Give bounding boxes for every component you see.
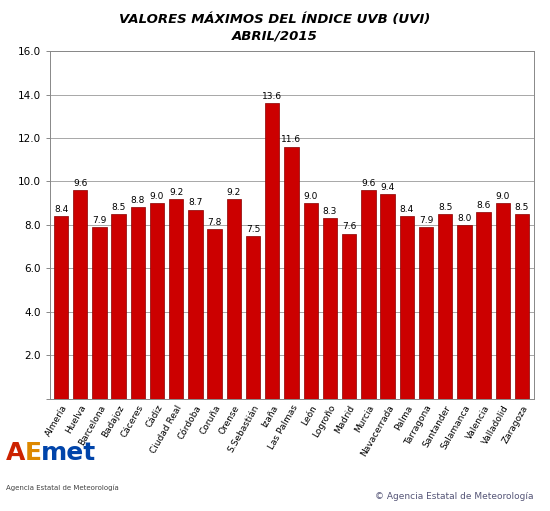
Bar (131, 207, 145, 399)
Bar (169, 199, 184, 399)
Text: 7.5: 7.5 (246, 224, 260, 234)
Bar (73, 190, 87, 399)
Bar (112, 214, 126, 399)
Text: VALORES MÁXIMOS DEL ÍNDICE UVB (UVI)
ABRIL/2015: VALORES MÁXIMOS DEL ÍNDICE UVB (UVI) ABR… (119, 13, 431, 43)
Text: 9.2: 9.2 (227, 188, 241, 197)
Bar (496, 203, 510, 399)
Text: 7.9: 7.9 (92, 216, 107, 225)
Text: 9.2: 9.2 (169, 188, 183, 197)
Bar (54, 216, 68, 399)
Text: 13.6: 13.6 (262, 92, 282, 101)
Text: 8.6: 8.6 (476, 201, 491, 210)
Bar (227, 199, 241, 399)
Bar (188, 210, 202, 399)
Text: 9.6: 9.6 (361, 179, 376, 188)
Bar (381, 194, 395, 399)
Bar (265, 103, 279, 399)
Bar (304, 203, 318, 399)
Text: 8.5: 8.5 (438, 203, 452, 212)
Bar (92, 227, 107, 399)
Text: E: E (25, 441, 42, 465)
Text: 8.0: 8.0 (457, 214, 471, 223)
Text: 9.0: 9.0 (304, 192, 318, 201)
Bar (342, 234, 356, 399)
Bar (438, 214, 452, 399)
Bar (515, 214, 529, 399)
Text: 8.4: 8.4 (54, 205, 68, 214)
Text: Agencia Estatal de Meteorología: Agencia Estatal de Meteorología (6, 484, 118, 491)
Bar (419, 227, 433, 399)
Text: 7.8: 7.8 (207, 218, 222, 227)
Text: A: A (6, 441, 25, 465)
Text: met: met (41, 441, 96, 465)
Text: 7.6: 7.6 (342, 222, 356, 231)
Text: 11.6: 11.6 (282, 135, 301, 145)
Text: 8.5: 8.5 (515, 203, 529, 212)
Bar (399, 216, 414, 399)
Bar (476, 212, 491, 399)
Text: 9.0: 9.0 (496, 192, 510, 201)
Bar (284, 147, 299, 399)
Bar (246, 236, 260, 399)
Text: 8.7: 8.7 (188, 198, 202, 207)
Text: 7.9: 7.9 (419, 216, 433, 225)
Text: 9.0: 9.0 (150, 192, 164, 201)
Text: 8.5: 8.5 (112, 203, 126, 212)
Text: 9.4: 9.4 (381, 183, 395, 192)
Text: 8.8: 8.8 (131, 196, 145, 205)
Text: 9.6: 9.6 (73, 179, 87, 188)
Bar (323, 218, 337, 399)
Bar (361, 190, 376, 399)
Bar (150, 203, 164, 399)
Bar (207, 229, 222, 399)
Text: 8.4: 8.4 (400, 205, 414, 214)
Text: 8.3: 8.3 (323, 207, 337, 216)
Bar (457, 225, 471, 399)
Text: © Agencia Estatal de Meteorología: © Agencia Estatal de Meteorología (375, 492, 534, 501)
